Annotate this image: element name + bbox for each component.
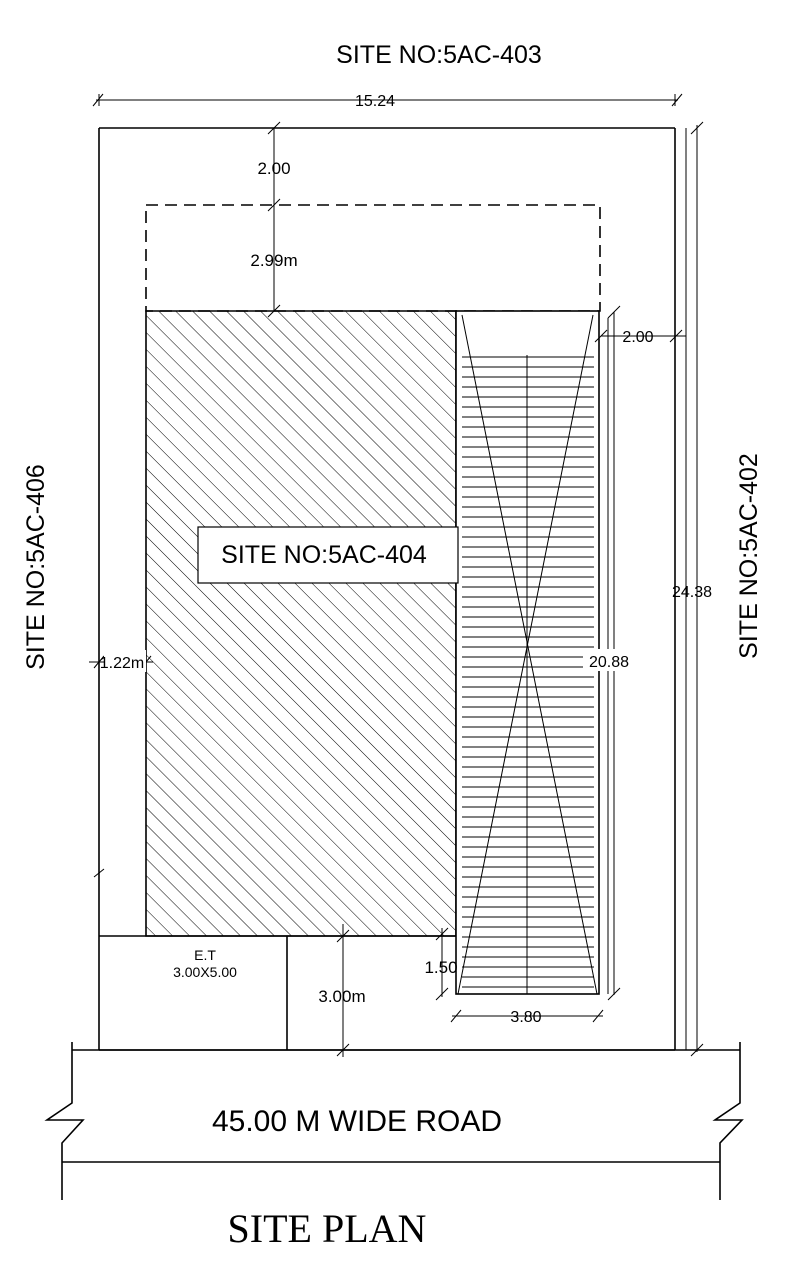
ramp-diagonal <box>457 314 594 995</box>
front-strip <box>99 935 456 1050</box>
building-hatch <box>145 310 457 937</box>
ramp-diagonal <box>461 314 598 995</box>
ramp-length-dimension: 20.88 <box>589 654 629 671</box>
site-left-label: SITE NO:5AC-406 <box>22 464 50 670</box>
left-setback-dimension: 1.22m <box>100 655 144 672</box>
left-setback-label-box <box>104 650 146 672</box>
site-right-label: SITE NO:5AC-402 <box>735 453 763 659</box>
site-center-label: SITE NO:5AC-404 <box>221 541 427 569</box>
road <box>44 1042 744 1200</box>
site-center-label-box <box>197 526 459 584</box>
site-top-label: SITE NO:5AC-403 <box>336 41 542 69</box>
front-setback-dimension: 3.00m <box>318 987 365 1006</box>
rear-extension-dimension: 2.99m <box>250 251 297 270</box>
plan-title: SITE PLAN <box>228 1206 427 1251</box>
ramp-length-label-box <box>583 649 633 671</box>
overall-depth-dimension: 24.38 <box>672 584 712 601</box>
et-size-label: 3.00X5.00 <box>173 964 237 980</box>
et-name-label: E.T <box>194 947 216 963</box>
ramp-bottom-dimension: 1.50 <box>424 958 457 977</box>
overall-width-dimension: 15.24 <box>355 93 395 110</box>
rear-extension-dashed <box>145 204 601 312</box>
ramp-width-dimension: 3.80 <box>510 1009 541 1026</box>
right-setback-dimension: 2.00 <box>622 329 653 346</box>
road-label: 45.00 M WIDE ROAD <box>212 1105 502 1138</box>
rear-setback-dimension: 2.00 <box>257 159 290 178</box>
